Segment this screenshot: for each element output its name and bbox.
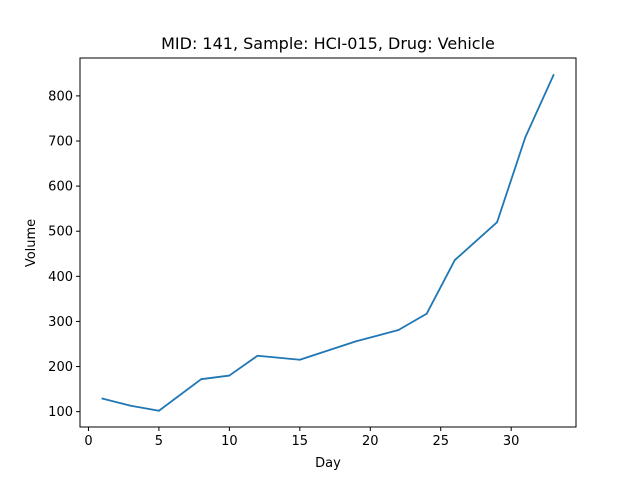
data-point xyxy=(397,329,400,331)
y-axis-ticks: 100 200 300 400 500 600 700 800 xyxy=(48,89,80,420)
x-axis-label: Day xyxy=(315,456,341,471)
x-tick-label: 20 xyxy=(362,434,379,449)
volume-series-line xyxy=(101,73,555,412)
y-tick-label: 700 xyxy=(48,135,73,150)
y-tick-label: 400 xyxy=(48,270,73,285)
x-tick-label: 5 xyxy=(155,434,163,449)
series-layer xyxy=(101,73,555,412)
data-point xyxy=(298,358,301,361)
data-point xyxy=(524,136,527,139)
y-axis-label: Volume xyxy=(24,219,39,267)
data-point xyxy=(158,409,160,412)
data-point xyxy=(228,374,231,377)
x-axis-ticks: 0 5 10 15 20 25 30 xyxy=(84,427,519,449)
data-point xyxy=(256,354,259,357)
data-point xyxy=(101,397,104,400)
y-tick-label: 300 xyxy=(48,315,73,330)
x-tick-label: 10 xyxy=(221,434,238,449)
chart-title: MID: 141, Sample: HCI-015, Drug: Vehicle xyxy=(161,34,495,53)
y-tick-label: 100 xyxy=(48,405,73,420)
y-tick-label: 800 xyxy=(48,89,73,104)
y-tick-label: 600 xyxy=(48,180,73,195)
data-point xyxy=(129,404,132,407)
x-tick-label: 25 xyxy=(432,434,449,449)
x-tick-label: 30 xyxy=(503,434,520,449)
plot-area-frame xyxy=(79,57,577,428)
data-point xyxy=(355,340,358,343)
y-tick-label: 500 xyxy=(48,225,73,240)
data-point xyxy=(453,259,456,261)
y-tick-label: 200 xyxy=(48,360,73,375)
x-tick-label: 0 xyxy=(84,434,92,449)
data-point xyxy=(200,378,203,381)
data-point xyxy=(425,312,428,315)
x-tick-label: 15 xyxy=(292,434,309,449)
data-point xyxy=(496,221,498,224)
data-point xyxy=(552,74,555,77)
